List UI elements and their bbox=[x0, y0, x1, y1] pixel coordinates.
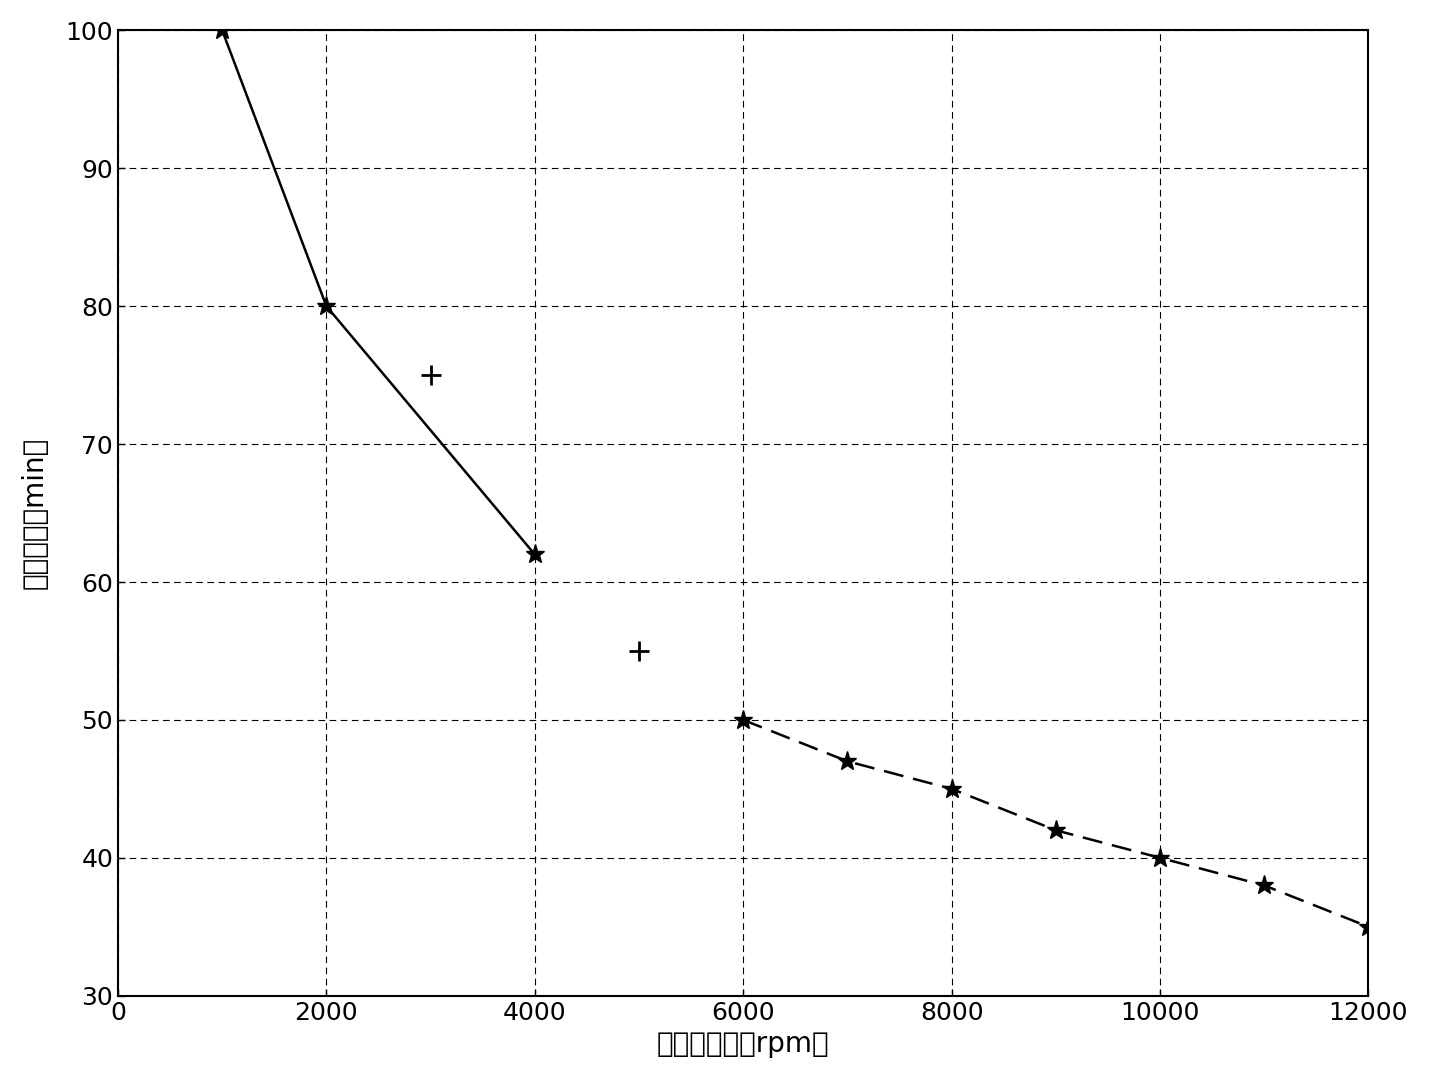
X-axis label: 发动机转速（rpm）: 发动机转速（rpm） bbox=[657, 1030, 829, 1058]
Y-axis label: 工作时间（min）: 工作时间（min） bbox=[21, 437, 49, 589]
